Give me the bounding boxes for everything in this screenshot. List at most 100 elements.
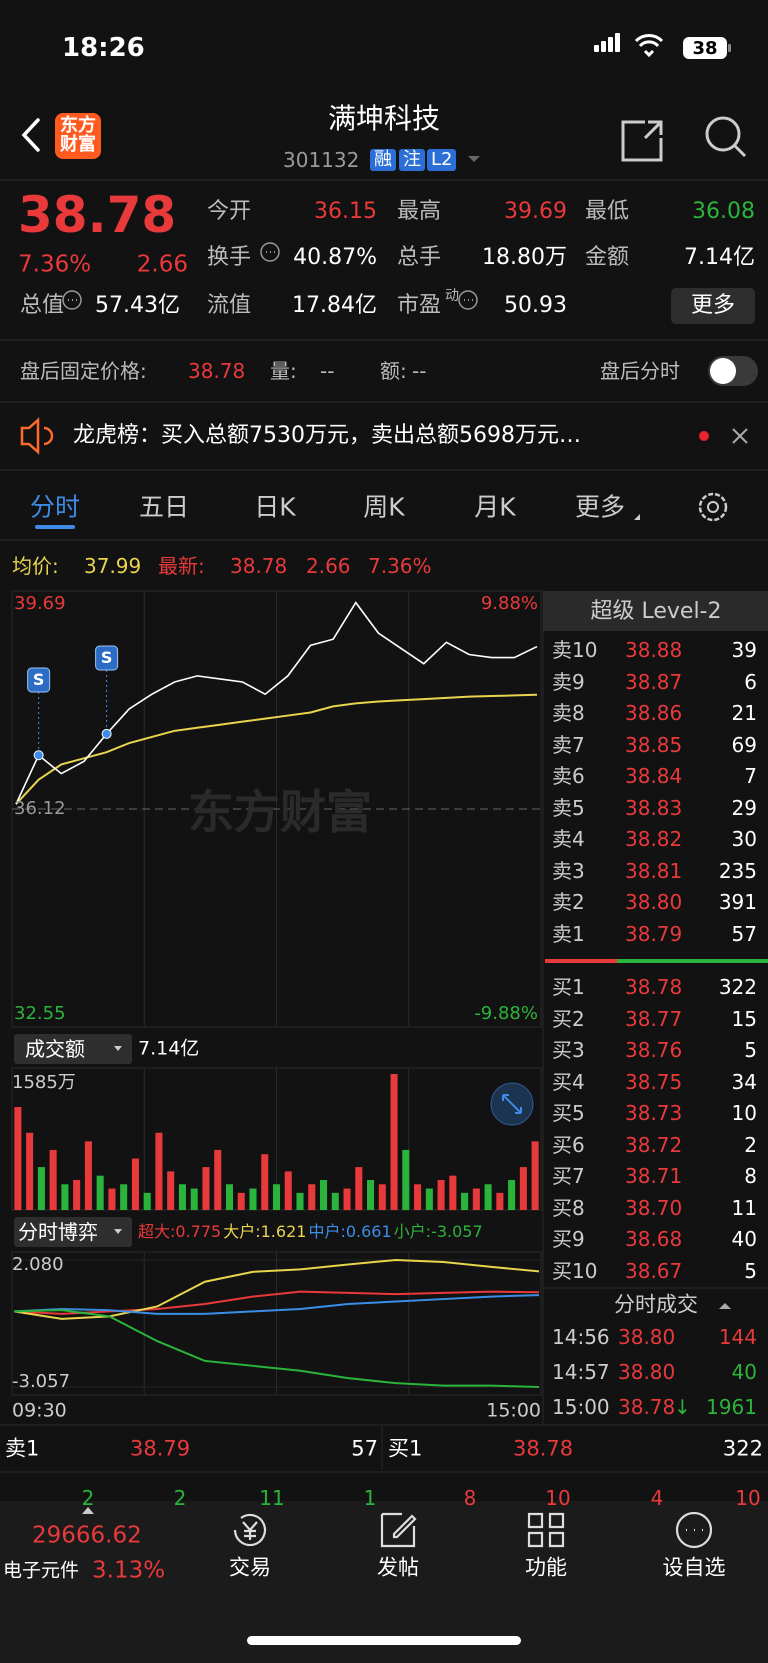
battery-level: 38 (692, 38, 718, 59)
volume-bar (414, 1184, 422, 1210)
level-price: 38.72 (625, 1132, 683, 1157)
trade-arrow: ↓ (674, 1395, 691, 1419)
level-price: 38.81 (625, 858, 683, 883)
tab-icon[interactable] (233, 1513, 267, 1547)
back-button[interactable] (21, 118, 40, 152)
level-price: 38.76 (625, 1038, 683, 1062)
level-price: 38.68 (625, 1227, 683, 1251)
volume-bar (508, 1179, 516, 1210)
tab-icon[interactable] (380, 1512, 417, 1548)
stock-code: 301132 (283, 148, 360, 172)
chart-tab[interactable]: 周K (363, 492, 405, 522)
level-price: 38.77 (625, 1006, 683, 1031)
level-price: 38.86 (625, 701, 683, 725)
tab-icon[interactable] (675, 1511, 713, 1549)
section-label[interactable]: 分时博弈 (18, 1220, 98, 1244)
trade-price: 38.80 (618, 1360, 676, 1384)
chart-tab[interactable]: 月K (474, 492, 516, 522)
partial-row: 2 (173, 1486, 187, 1510)
volume-bar (225, 1184, 234, 1210)
level-label: 卖9 (552, 669, 585, 694)
field-label: 最高 (397, 199, 442, 224)
after-hours-label: 盘后固定价格: (20, 359, 147, 383)
trade-volume: 1961 (706, 1395, 757, 1419)
toggle-label: 盘后分时 (600, 359, 680, 383)
partial-row: 4 (650, 1486, 664, 1510)
expand-icon (502, 1094, 522, 1114)
search-handle (733, 144, 747, 158)
section-label-bg[interactable] (14, 1217, 132, 1247)
more-button-label[interactable]: 更多 (690, 293, 736, 318)
flow-line (13, 1294, 540, 1315)
chart-tab[interactable]: 五日 (138, 492, 190, 522)
tab-item[interactable]: 设自选 (662, 1555, 726, 1580)
field-value: 50.93 (504, 293, 567, 318)
chart-tab[interactable]: 更多 (574, 492, 626, 522)
trade-volume: 40 (731, 1360, 757, 1384)
section-label[interactable]: 成交额 (25, 1037, 85, 1061)
share-button[interactable] (621, 120, 663, 162)
level-volume: 30 (731, 827, 757, 851)
chart-tab[interactable]: 分时 (29, 492, 81, 522)
volume-bar (496, 1192, 504, 1210)
volume-bar (37, 1167, 45, 1210)
notice-text[interactable]: 龙虎榜：买入总额7530万元，卖出总额5698万元… (73, 423, 581, 448)
index-value[interactable]: 29666.62 (32, 1522, 142, 1549)
level-volume: 2 (744, 1132, 757, 1157)
partial-row: 2 (81, 1486, 95, 1510)
change: 2.66 (136, 251, 188, 278)
level-label: 买9 (552, 1227, 585, 1251)
volume-bar (425, 1188, 433, 1210)
legend-name: 中户: (308, 1222, 346, 1241)
level-label: 卖6 (552, 764, 585, 788)
volume-bar (272, 1184, 281, 1210)
partial-row: 1 (363, 1486, 377, 1510)
legend-name: 大户: (223, 1222, 261, 1241)
marker-dot (33, 750, 44, 761)
volume-bar (96, 1175, 104, 1210)
index-pct: 3.13% (92, 1557, 166, 1584)
section-label-bg[interactable] (14, 1034, 132, 1064)
last-price: 38.78 (18, 186, 177, 244)
search-button[interactable] (705, 116, 741, 152)
volume-bar (84, 1141, 92, 1210)
level-volume: 5 (744, 1038, 757, 1062)
avg-price: 37.99 (84, 554, 142, 578)
close-button[interactable] (732, 428, 748, 444)
field-value: 17.84亿 (292, 293, 377, 318)
volume-bar (202, 1167, 210, 1210)
field-label: 总值 (20, 293, 65, 318)
label: 买1 (388, 1436, 423, 1461)
level-price: 38.88 (625, 638, 683, 662)
settings-button[interactable] (698, 492, 728, 522)
label: 最新: (158, 554, 205, 578)
volume-bar (367, 1179, 375, 1210)
volume-bar (155, 1132, 163, 1210)
logo-text: 东方财富 (60, 115, 96, 155)
pe-mark: 动 (445, 288, 459, 304)
dropdown-caret[interactable] (468, 156, 480, 162)
tab-item[interactable]: 交易 (229, 1555, 271, 1580)
tab-item[interactable]: 功能 (525, 1555, 567, 1580)
clock: 18:26 (62, 33, 145, 63)
level-label: 卖2 (552, 890, 585, 914)
volume-bar (296, 1192, 304, 1210)
trade-marker (27, 667, 51, 693)
chart-tab[interactable]: 日K (254, 492, 296, 522)
price-line (15, 601, 538, 805)
volume-bar (355, 1167, 363, 1210)
level-label: 买2 (552, 1006, 585, 1031)
level-label: 卖4 (552, 827, 585, 851)
index-name: 电子元件 (3, 1559, 80, 1582)
legend-name: 超大: (138, 1222, 176, 1241)
volume-total: 7.14亿 (138, 1037, 200, 1060)
volume-bar (249, 1188, 257, 1210)
volume-bar (472, 1188, 480, 1210)
tab-item[interactable]: 发帖 (377, 1555, 419, 1580)
tab-icon[interactable] (527, 1512, 565, 1548)
flow-line (13, 1309, 540, 1388)
unread-dot (699, 431, 709, 441)
y-tick-label: 39.69 (14, 593, 66, 614)
more-button[interactable] (671, 288, 755, 324)
volume-bar (131, 1158, 139, 1210)
